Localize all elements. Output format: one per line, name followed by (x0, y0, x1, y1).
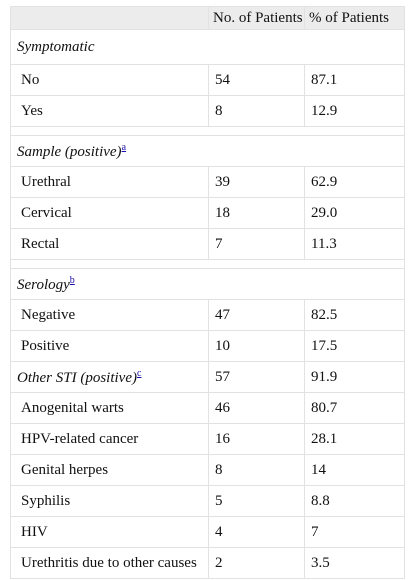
row-label: HPV-related cancer (10, 423, 209, 455)
table-row: Urethral 39 62.9 (10, 166, 405, 198)
row-label: Genital herpes (10, 454, 209, 486)
row-label: Urethral (10, 166, 209, 198)
footnote-sup: c (137, 368, 141, 379)
row-count: 18 (208, 197, 305, 229)
header-count: No. of Patients (208, 6, 305, 30)
row-percent: 80.7 (304, 392, 405, 424)
table-row: HIV 4 7 (10, 516, 405, 548)
row-percent: 7 (304, 516, 405, 548)
table-row: Rectal 7 11.3 (10, 228, 405, 260)
patient-table: No. of Patients % of Patients Symptomati… (10, 6, 405, 579)
row-count: 47 (208, 299, 305, 331)
table-row: Cervical 18 29.0 (10, 197, 405, 229)
section-title-text: Other STI (positive) (17, 369, 137, 386)
row-count: 16 (208, 423, 305, 455)
section-other-sti: Other STI (positive)c 57 91.9 (10, 361, 405, 393)
row-count: 8 (208, 454, 305, 486)
row-count: 4 (208, 516, 305, 548)
row-count: 10 (208, 330, 305, 362)
section-title: Serologyb (10, 268, 405, 300)
row-label: HIV (10, 516, 209, 548)
row-percent: 29.0 (304, 197, 405, 229)
table-row: Urethritis due to other causes 2 3.5 (10, 547, 405, 579)
section-sample: Sample (positive)a (10, 135, 405, 167)
row-count: 2 (208, 547, 305, 579)
table-row: Yes 8 12.9 (10, 95, 405, 127)
footnote-sup: a (122, 142, 126, 153)
row-count: 39 (208, 166, 305, 198)
section-title: Other STI (positive)c (10, 361, 209, 393)
row-percent: 17.5 (304, 330, 405, 362)
row-label: Yes (10, 95, 209, 127)
table-row: Genital herpes 8 14 (10, 454, 405, 486)
table-row: Syphilis 5 8.8 (10, 485, 405, 517)
footnote-sup: b (70, 275, 75, 286)
spacer-cell (10, 126, 405, 136)
section-serology: Serologyb (10, 268, 405, 300)
row-percent: 12.9 (304, 95, 405, 127)
row-label: Cervical (10, 197, 209, 229)
section-title-text: Sample (positive) (17, 143, 122, 160)
spacer-row (10, 126, 405, 136)
row-count: 8 (208, 95, 305, 127)
footnote-link-a[interactable]: a (121, 141, 127, 153)
spacer-row (10, 259, 405, 269)
row-percent: 11.3 (304, 228, 405, 260)
row-label: Negative (10, 299, 209, 331)
section-title: Sample (positive)a (10, 135, 405, 167)
section-title: Symptomatic (10, 29, 405, 65)
row-label: Urethritis due to other causes (10, 547, 209, 579)
row-percent: 8.8 (304, 485, 405, 517)
footnote-link-b[interactable]: b (69, 274, 75, 286)
row-percent: 87.1 (304, 64, 405, 96)
row-label: No (10, 64, 209, 96)
row-count: 54 (208, 64, 305, 96)
row-percent: 3.5 (304, 547, 405, 579)
row-label: Rectal (10, 228, 209, 260)
row-percent: 82.5 (304, 299, 405, 331)
section-percent: 91.9 (304, 361, 405, 393)
row-percent: 62.9 (304, 166, 405, 198)
section-count: 57 (208, 361, 305, 393)
row-label: Positive (10, 330, 209, 362)
row-count: 46 (208, 392, 305, 424)
footnote-link-c[interactable]: c (136, 367, 142, 379)
header-row: No. of Patients % of Patients (10, 6, 405, 30)
table-row: Negative 47 82.5 (10, 299, 405, 331)
row-label: Syphilis (10, 485, 209, 517)
table-row: Anogenital warts 46 80.7 (10, 392, 405, 424)
row-count: 7 (208, 228, 305, 260)
row-count: 5 (208, 485, 305, 517)
table-row: No 54 87.1 (10, 64, 405, 96)
header-empty-cell (10, 6, 209, 30)
row-label: Anogenital warts (10, 392, 209, 424)
section-title-text: Serology (17, 276, 70, 293)
spacer-cell (10, 259, 405, 269)
header-percent: % of Patients (304, 6, 405, 30)
table-row: Positive 10 17.5 (10, 330, 405, 362)
row-percent: 28.1 (304, 423, 405, 455)
table-row: HPV-related cancer 16 28.1 (10, 423, 405, 455)
row-percent: 14 (304, 454, 405, 486)
section-symptomatic: Symptomatic (10, 29, 405, 65)
